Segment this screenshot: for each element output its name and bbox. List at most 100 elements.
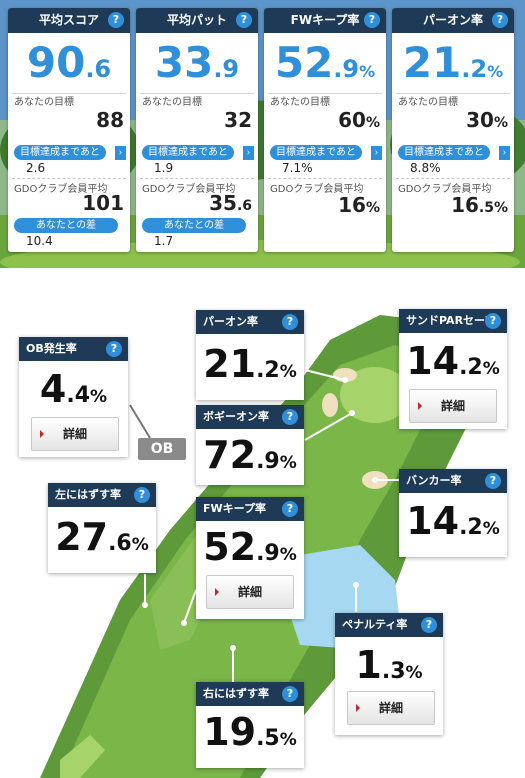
detail-button[interactable]: 詳細 [347, 691, 435, 725]
card-title: 平均パット? [136, 8, 258, 33]
help-icon[interactable]: ? [485, 473, 501, 489]
value-int: 27 [55, 515, 109, 559]
help-icon[interactable]: ? [485, 313, 501, 329]
divider [12, 93, 126, 94]
member-int: 16 [451, 193, 479, 217]
target-value: 88 [8, 109, 130, 131]
chevron-right-icon[interactable]: › [499, 146, 510, 160]
map-card-title-text: OB発生率 [26, 342, 77, 355]
caret-right-icon [418, 402, 422, 410]
map-card-value: 19.5% [196, 710, 304, 754]
detail-button-label: 詳細 [378, 701, 403, 715]
map-card-value: 21.2% [196, 342, 304, 386]
divider [140, 178, 254, 179]
member-dec: .5 [478, 200, 494, 216]
target-int: 30 [466, 108, 494, 132]
main-value: 52.9% [264, 33, 386, 93]
target-label: あなたの目標 [270, 97, 330, 108]
card-title: FWキープ率? [264, 8, 386, 33]
gap-value: 7.1% [282, 161, 313, 175]
stat-card-paron: パーオン率? 21.2% あなたの目標 30% 目標達成まであと › 8.8% … [392, 8, 514, 252]
help-icon[interactable]: ? [282, 409, 298, 425]
map-card-title-text: ボギーオン率 [203, 410, 269, 423]
value-dec: .4 [66, 383, 91, 408]
help-icon[interactable]: ? [282, 501, 298, 517]
main-value-int: 33 [154, 38, 214, 87]
value-int: 52 [203, 525, 257, 569]
value-dec: .2 [459, 515, 483, 540]
value-unit: % [405, 663, 423, 683]
map-card-value: 14.2% [399, 339, 507, 383]
card-title-text: パーオン率 [422, 13, 483, 27]
member-avg-label: GDOクラブ会員平均 [270, 184, 364, 195]
value-unit: % [279, 730, 297, 750]
help-icon[interactable]: ? [108, 12, 124, 28]
diff-pill: あなたとの差 [142, 218, 246, 233]
tee-shape [60, 735, 105, 778]
target-value: 32 [136, 109, 258, 131]
map-card-value: 14.2% [399, 499, 507, 543]
value-unit: % [482, 519, 500, 539]
help-icon[interactable]: ? [236, 12, 252, 28]
map-card-bunker-rate: バンカー率? 14.2% [399, 469, 507, 557]
value-dec: .6 [108, 531, 132, 556]
help-icon[interactable]: ? [282, 686, 298, 702]
help-icon[interactable]: ? [492, 12, 508, 28]
bunker-shape [322, 393, 338, 417]
value-int: 21 [203, 342, 257, 386]
help-icon[interactable]: ? [421, 617, 437, 633]
main-value: 21.2% [392, 33, 514, 93]
card-title: 平均スコア? [8, 8, 130, 33]
value-dec: .2 [459, 355, 483, 380]
card-title-text: 平均スコア [38, 13, 99, 27]
map-card-title-text: 左にはずす率 [55, 488, 121, 501]
card-title-text: 平均パット [166, 13, 227, 27]
map-card-title: パーオン率? [196, 310, 304, 334]
map-card-title-text: 右にはずす率 [203, 687, 269, 700]
help-icon[interactable]: ? [364, 12, 380, 28]
value-dec: .3 [381, 659, 406, 684]
value-dec: .2 [256, 358, 280, 383]
diff-value: 10.4 [26, 234, 53, 248]
detail-button[interactable]: 詳細 [31, 417, 119, 451]
gap-pill: 目標達成まであと [142, 145, 234, 160]
chevron-right-icon[interactable]: › [115, 146, 126, 160]
target-value: 30% [392, 109, 514, 131]
map-card-sand-save: サンドPARセーブ? 14.2% 詳細 [399, 309, 507, 429]
member-avg-label: GDOクラブ会員平均 [398, 184, 492, 195]
detail-button-label: 詳細 [237, 585, 262, 599]
value-int: 14 [406, 499, 460, 543]
card-title: パーオン率? [392, 8, 514, 33]
value-dec: .5 [256, 726, 280, 751]
member-int: 35 [209, 191, 237, 215]
help-icon[interactable]: ? [282, 314, 298, 330]
caret-right-icon [40, 430, 44, 438]
gap-value: 8.8% [410, 161, 441, 175]
detail-button[interactable]: 詳細 [206, 575, 294, 609]
help-icon[interactable]: ? [106, 341, 122, 357]
target-unit: % [365, 115, 380, 131]
map-card-title-text: バンカー率 [406, 474, 462, 487]
map-card-right-miss: 右にはずす率? 19.5% [196, 682, 304, 768]
value-unit: % [279, 453, 297, 473]
map-card-bogey-on-rate: ボギーオン率? 72.9% [196, 405, 304, 485]
caret-right-icon [356, 704, 360, 712]
chevron-right-icon[interactable]: › [371, 146, 382, 160]
help-icon[interactable]: ? [134, 487, 150, 503]
map-card-title: ボギーオン率? [196, 405, 304, 429]
main-value-unit: % [359, 62, 376, 81]
member-avg-label: GDOクラブ会員平均 [14, 184, 108, 195]
divider [140, 93, 254, 94]
value-unit: % [90, 387, 108, 407]
member-int: 16 [338, 193, 366, 217]
card-title-text: FWキープ率 [290, 13, 360, 27]
main-value-dec: .9 [333, 55, 360, 83]
gap-value: 1.9 [154, 161, 174, 175]
map-card-fw-keep: FWキープ率? 52.9% 詳細 [196, 497, 304, 619]
chevron-right-icon[interactable]: › [243, 146, 254, 160]
target-label: あなたの目標 [14, 97, 74, 108]
detail-button[interactable]: 詳細 [409, 389, 497, 423]
value-int: 4 [39, 367, 67, 411]
target-unit: % [493, 115, 508, 131]
main-value-dec: .6 [85, 55, 112, 83]
